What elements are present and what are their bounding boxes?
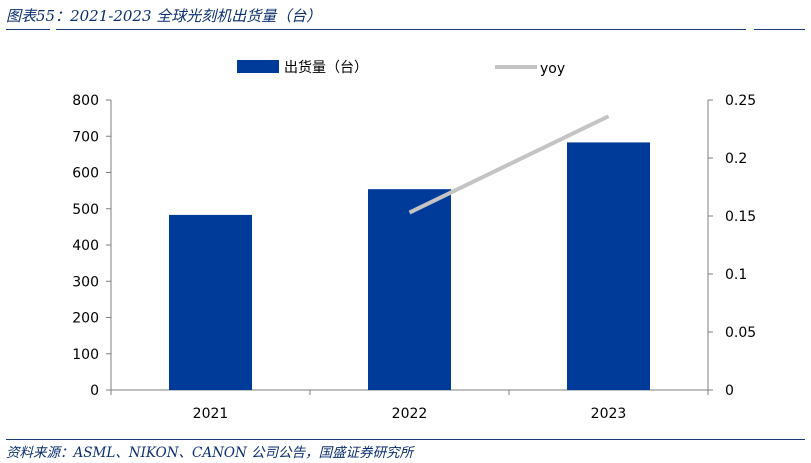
left-tick-label: 200	[72, 311, 99, 327]
title-rule-right	[754, 29, 805, 30]
title-rule	[56, 29, 746, 30]
right-tick-label: 0.05	[725, 325, 756, 341]
right-tick-label: 0.25	[725, 93, 756, 109]
left-tick-label: 300	[72, 274, 99, 290]
right-tick-label: 0.2	[725, 151, 747, 167]
bar-2022	[368, 189, 451, 390]
yoy-line	[408, 114, 610, 215]
title-rule-left	[6, 29, 50, 30]
right-tick-label: 0	[725, 383, 734, 399]
bars	[169, 142, 650, 390]
left-tick-label: 0	[90, 383, 99, 399]
legend-bar-label: 出货量（台）	[284, 59, 368, 76]
left-tick-label: 800	[72, 93, 99, 109]
right-tick-label: 0.1	[725, 267, 747, 283]
left-tick-label: 100	[72, 347, 99, 363]
right-tick-label: 0.15	[725, 209, 756, 225]
left-tick-label: 700	[72, 129, 99, 145]
legend-bar-swatch	[237, 60, 279, 73]
legend-line-label: yoy	[540, 61, 565, 77]
x-tick-label: 2023	[591, 406, 627, 422]
yoy-line-group	[408, 114, 610, 215]
left-tick-label: 500	[72, 202, 99, 218]
x-tick-label: 2022	[392, 406, 428, 422]
bar-2021	[169, 214, 252, 390]
bar-2023	[567, 142, 650, 390]
source-note: 资料来源：ASML、NIKON、CANON 公司公告，国盛证券研究所	[6, 445, 414, 461]
left-tick-label: 600	[72, 166, 99, 182]
x-tick-label: 2021	[193, 406, 229, 422]
figure-title: 图表55：2021-2023 全球光刻机出货量（台）	[6, 7, 322, 25]
legend: 出货量（台） yoy	[237, 59, 565, 77]
footer-rule	[6, 439, 805, 440]
left-tick-label: 400	[72, 238, 99, 254]
